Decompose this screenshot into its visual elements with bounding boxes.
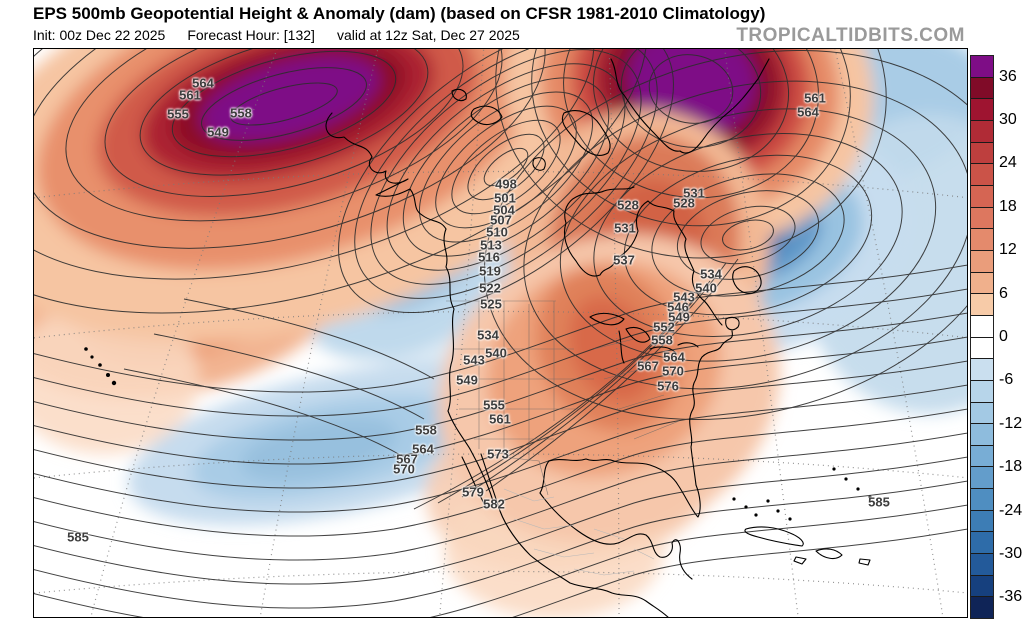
- state-borders: [446, 300, 680, 496]
- colorbar-tick-label: -24: [999, 501, 1023, 519]
- coastlines: [325, 58, 871, 617]
- island-dots: [84, 347, 888, 521]
- colorbar: [970, 55, 994, 619]
- colorbar-cell: [971, 596, 993, 619]
- colorbar-cell: [971, 98, 993, 120]
- colorbar-tick-label: 18: [999, 197, 1017, 215]
- colorbar-tick-label: 0: [999, 328, 1008, 345]
- colorbar-tick-label: -36: [999, 588, 1023, 606]
- colorbar-cell: [971, 141, 993, 164]
- map-title: EPS 500mb Geopotential Height & Anomaly …: [33, 4, 766, 23]
- colorbar-cell: [971, 574, 993, 597]
- colorbar-tick-label: 12: [999, 241, 1017, 259]
- anomaly-shading-layer: [34, 49, 967, 617]
- watermark: TROPICALTIDBITS.COM: [736, 25, 965, 46]
- weather-map-graphic: [34, 49, 967, 617]
- colorbar-cell: [971, 358, 993, 380]
- colorbar-cell: [971, 553, 993, 575]
- colorbar-cell: [971, 336, 993, 359]
- colorbar-cell: [971, 271, 993, 294]
- colorbar-tick-label: 6: [999, 284, 1008, 302]
- init-line: Init: 00z Dec 22 2025 Forecast Hour: [132…: [33, 27, 542, 43]
- colorbar-cells: [971, 56, 993, 619]
- valid-time: valid at 12z Sat, Dec 27 2025: [336, 27, 520, 43]
- mexico-state-borders: [503, 488, 655, 576]
- colorbar-cell: [971, 228, 993, 250]
- colorbar-cell: [971, 488, 993, 510]
- map-canvas: 564 561 558 555 549 561 564 498 501 504 507 510 513 5…: [33, 48, 968, 618]
- colorbar-tick-label: -30: [999, 544, 1023, 562]
- colorbar-cell: [971, 466, 993, 489]
- colorbar-cell: [971, 293, 993, 315]
- colorbar-tick-label: 36: [999, 67, 1017, 85]
- colorbar-tick-label: 24: [999, 154, 1017, 172]
- colorbar-cell: [971, 531, 993, 554]
- colorbar-cell: [971, 314, 993, 337]
- colorbar-tick-label: -12: [999, 414, 1023, 432]
- colorbar-cell: [971, 444, 993, 467]
- colorbar-tick-label: 30: [999, 111, 1017, 129]
- colorbar-cell: [971, 184, 993, 207]
- colorbar-cell: [971, 119, 993, 142]
- init-time: Init: 00z Dec 22 2025: [33, 27, 166, 43]
- height-contours: [34, 49, 967, 617]
- colorbar-cell: [971, 163, 993, 185]
- colorbar-cell: [971, 509, 993, 532]
- forecast-hour: Forecast Hour: [132]: [187, 27, 315, 43]
- colorbar-cell: [971, 379, 993, 402]
- colorbar-ticks: 36 30 24 18 12 6 0 -6 -12 -18 -24 -30 -36: [999, 55, 1024, 619]
- colorbar-cell: [971, 206, 993, 229]
- colorbar-cell: [971, 423, 993, 445]
- colorbar-tick-label: -18: [999, 458, 1023, 476]
- colorbar-cell: [971, 56, 993, 77]
- colorbar-tick-label: -6: [999, 371, 1014, 389]
- colorbar-cell: [971, 76, 993, 99]
- colorbar-cell: [971, 249, 993, 272]
- colorbar-cell: [971, 401, 993, 424]
